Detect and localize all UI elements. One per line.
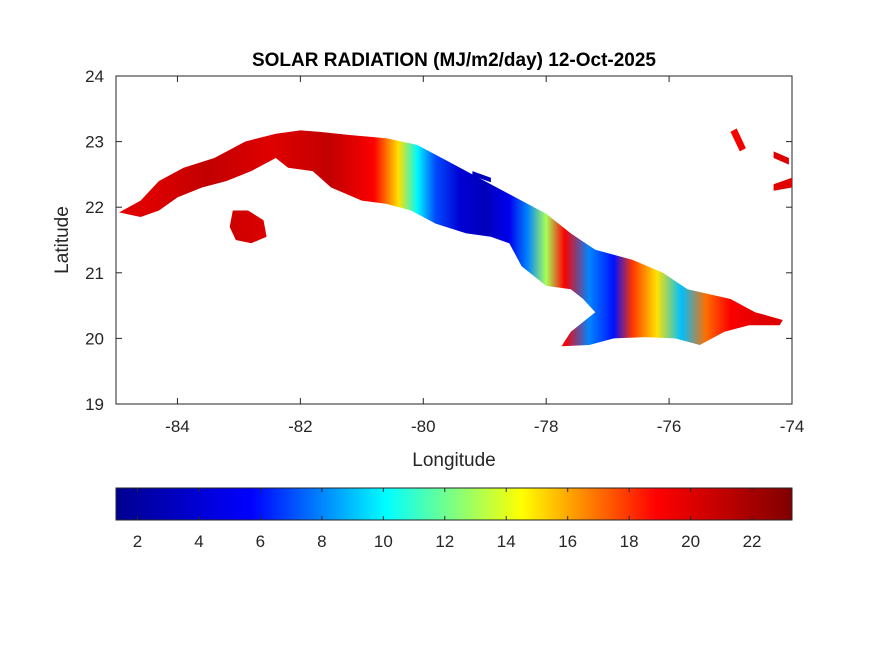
landmass-5 (472, 171, 491, 183)
x-axis: -84 -82 -80 -78 -76 -74 (165, 76, 804, 436)
y-tick-label: 23 (85, 133, 104, 152)
colorbar-tick-label: 4 (194, 532, 203, 551)
colorbar-tick-label: 12 (435, 532, 454, 551)
y-axis: 19 20 21 22 23 24 (85, 67, 792, 414)
colorbar-tick-label: 18 (620, 532, 639, 551)
colorbar-tick-label: 16 (558, 532, 577, 551)
colorbar-tick-label: 22 (743, 532, 762, 551)
colorbar-tick-label: 6 (256, 532, 265, 551)
colorbar-tick-label: 8 (317, 532, 326, 551)
y-tick-label: 22 (85, 198, 104, 217)
y-tick-label: 20 (85, 329, 104, 348)
chart-title: SOLAR RADIATION (MJ/m2/day) 12-Oct-2025 (252, 50, 656, 71)
x-tick-label: -76 (657, 417, 682, 436)
x-tick-label: -78 (534, 417, 559, 436)
y-tick-label: 19 (85, 395, 104, 414)
landmass-3 (773, 177, 792, 191)
x-tick-label: -82 (288, 417, 313, 436)
x-tick-label: -84 (165, 417, 190, 436)
colorbar-tick-label: 20 (681, 532, 700, 551)
landmass-0 (119, 130, 783, 347)
y-tick-label: 21 (85, 264, 104, 283)
plot-frame (115, 75, 793, 405)
y-axis-label: Latitude (52, 206, 73, 274)
colorbar-tick-label: 14 (497, 532, 516, 551)
land-layer (119, 128, 792, 347)
landmass-2 (730, 128, 746, 152)
colorbar (115, 487, 793, 521)
landmass-4 (773, 151, 789, 165)
x-tick-label: -80 (411, 417, 436, 436)
y-tick-label: 24 (85, 67, 104, 86)
x-tick-label: -74 (780, 417, 805, 436)
colorbar-tick-label: 10 (374, 532, 393, 551)
colorbar-tick-label: 2 (133, 532, 142, 551)
x-axis-label: Longitude (412, 450, 495, 471)
landmass-1 (229, 210, 267, 244)
colorbar-ticks: 2 4 6 8 10 12 14 16 18 20 22 (133, 488, 762, 551)
